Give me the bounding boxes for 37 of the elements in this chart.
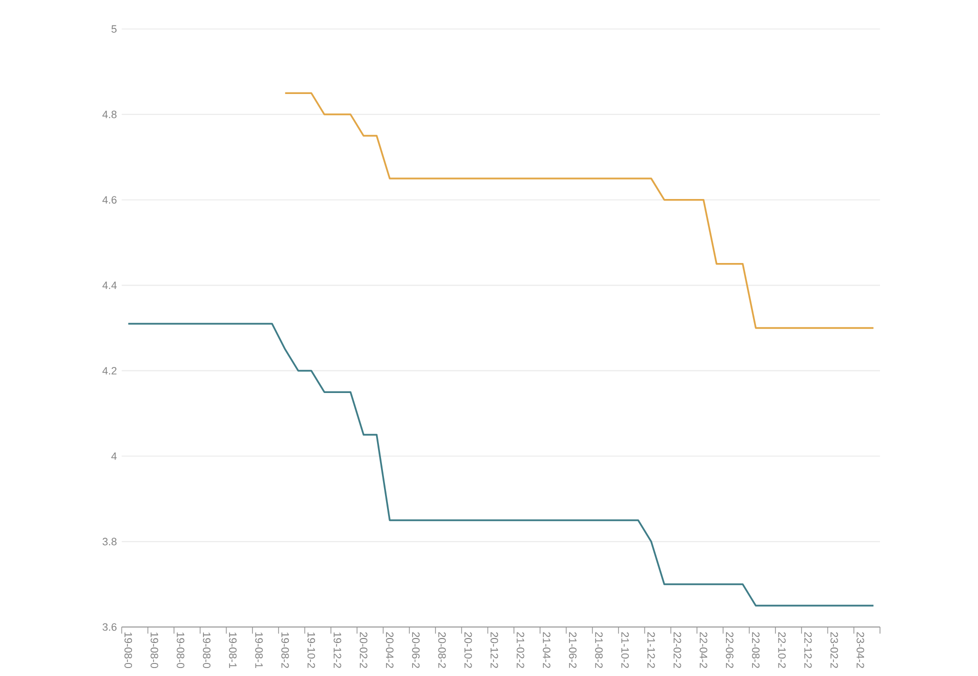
x-tick-label: 20-04-2 xyxy=(386,632,394,668)
x-tick-label: 19-10-2 xyxy=(308,632,316,668)
x-tick-label: 21-08-2 xyxy=(595,632,603,668)
x-tick-label: 19-08-0 xyxy=(202,632,210,668)
x-tick-label: 19-12-2 xyxy=(334,632,342,668)
y-tick-label: 5 xyxy=(111,25,117,33)
x-tick-label: 20-12-2 xyxy=(490,632,498,668)
y-tick-label: 4.8 xyxy=(102,110,117,118)
y-tick-label: 4 xyxy=(111,452,117,460)
y-tick-label: 3.8 xyxy=(102,538,117,546)
x-tick-label: 19-08-1 xyxy=(229,632,237,668)
x-tick-label: 23-04-2 xyxy=(856,632,864,668)
x-tick-label: 21-04-2 xyxy=(542,632,550,668)
x-tick-label: 21-06-2 xyxy=(568,632,577,668)
x-tick-label: 23-02-2 xyxy=(830,632,838,668)
x-tick-label: 20-10-2 xyxy=(464,632,472,668)
x-tick-label: 20-02-2 xyxy=(360,632,368,668)
x-tick-label: 21-10-2 xyxy=(621,632,629,668)
x-tick-label: 20-06-2 xyxy=(412,632,420,668)
x-tick-label: 22-12-2 xyxy=(804,632,812,668)
x-tick-label: 22-02-2 xyxy=(674,632,682,668)
y-tick-label: 4.6 xyxy=(102,196,117,204)
x-tick-label: 22-04-2 xyxy=(700,632,708,668)
x-tick-label: 22-10-2 xyxy=(778,632,786,668)
y-tick-label: 3.6 xyxy=(102,623,117,631)
x-tick-label: 19-08-0 xyxy=(124,632,132,668)
x-tick-label: 21-12-2 xyxy=(647,632,655,668)
y-tick-label: 4.4 xyxy=(102,282,117,289)
x-tick-label: 22-08-2 xyxy=(752,632,760,668)
x-tick-label: 19-08-0 xyxy=(176,632,184,668)
x-tick-label: 19-08-2 xyxy=(281,632,289,668)
x-tick-label: 21-02-2 xyxy=(516,632,524,668)
x-tick-label: 19-08-1 xyxy=(255,632,263,668)
x-tick-label: 20-08-2 xyxy=(438,632,446,668)
y-tick-label: 4.2 xyxy=(102,366,116,374)
x-tick-label: 22-06-2 xyxy=(726,632,734,668)
x-tick-label: 19-08-0 xyxy=(150,632,158,668)
